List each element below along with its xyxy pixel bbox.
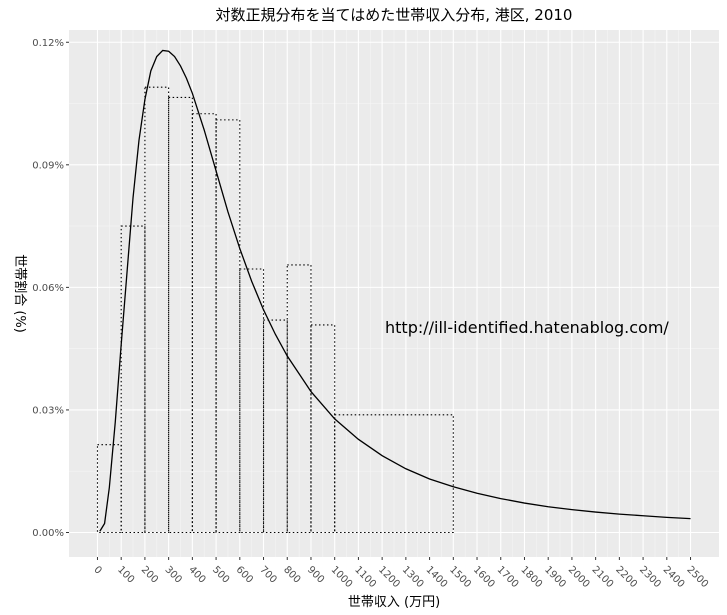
y-tick-label: 0.12% [32, 38, 64, 49]
x-tick-label: 2500 [684, 564, 710, 590]
x-tick-label: 300 [163, 564, 184, 585]
x-tick-label: 1000 [329, 564, 355, 590]
x-tick-label: 1600 [471, 564, 497, 590]
x-tick-label: 100 [115, 564, 136, 585]
x-tick-label: 1200 [376, 564, 402, 590]
x-tick-label: 400 [186, 564, 207, 585]
histogram-bar [168, 96, 193, 534]
y-axis-ticks: 0.00% 0.03% 0.06% 0.09% 0.12% [32, 38, 69, 539]
x-tick-label: 1700 [495, 564, 521, 590]
x-tick-label: 500 [210, 564, 231, 585]
y-axis-title: 世帯割合 (%) [12, 254, 28, 333]
x-tick-label: 2300 [637, 564, 663, 590]
x-tick-label: 800 [281, 564, 302, 585]
histogram-bar [215, 119, 241, 534]
url-annotation: http://ill-identified.hatenablog.com/ [385, 318, 669, 337]
y-tick-label: 0.00% [32, 528, 64, 539]
x-tick-label: 700 [257, 564, 278, 585]
y-tick-label: 0.06% [32, 283, 64, 294]
x-axis-title: 世帯収入 (万円) [348, 595, 440, 610]
x-tick-label: 1800 [518, 564, 544, 590]
chart-title: 対数正規分布を当てはめた世帯収入分布, 港区, 2010 [216, 6, 573, 24]
x-tick-label: 1100 [352, 564, 378, 590]
x-tick-label: 2000 [566, 564, 592, 590]
density-curve [99, 49, 691, 532]
histogram-bar [262, 319, 288, 534]
x-axis-ticks: 0 100 200 300 400 500 600 700 800 900 100011001200… [91, 557, 710, 590]
x-tick-label: 600 [234, 564, 255, 585]
x-tick-label: 2200 [613, 564, 639, 590]
x-tick-label: 1400 [423, 564, 449, 590]
x-tick-label: 2400 [661, 564, 687, 590]
y-tick-label: 0.03% [32, 405, 64, 416]
x-tick-label: 2100 [590, 564, 616, 590]
histogram-bins [96, 86, 454, 534]
y-tick-label: 0.09% [32, 160, 64, 171]
x-tick-label: 900 [305, 564, 326, 585]
x-tick-label: 1900 [542, 564, 568, 590]
x-tick-label: 1300 [400, 564, 426, 590]
x-tick-label: 1500 [447, 564, 473, 590]
x-tick-label: 200 [139, 564, 160, 585]
histogram-bar [286, 264, 312, 534]
minor-gridlines [69, 30, 719, 557]
x-tick-label: 0 [91, 564, 103, 576]
histogram-bar [334, 414, 454, 534]
histogram-bar [144, 86, 170, 534]
histogram-bar [120, 225, 146, 534]
